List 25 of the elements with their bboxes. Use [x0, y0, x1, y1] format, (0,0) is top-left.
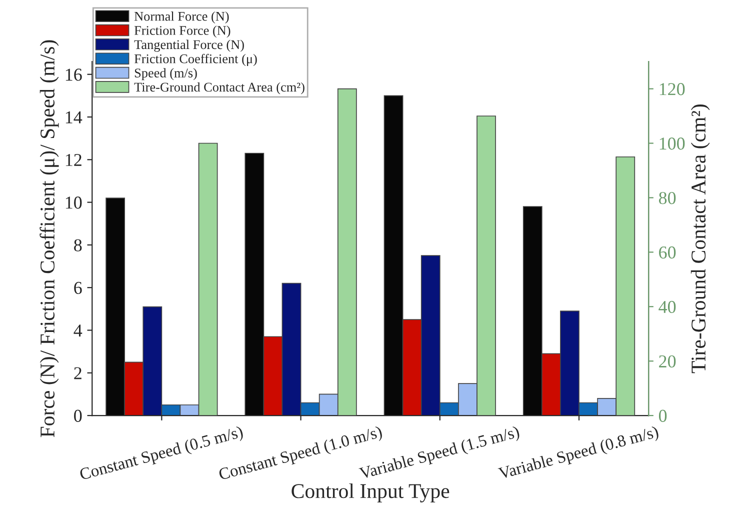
y-tick-label: 8 [74, 239, 82, 252]
y-tick-label: 2 [74, 367, 82, 380]
y2-tick-label: 120 [660, 83, 685, 96]
legend-label: Tangential Force (N) [134, 40, 244, 52]
y-axis-title: Force (N)/ Friction Coefficient (μ)/ Speed (m/s) [40, 40, 59, 438]
x-axis-title: Control Input Type [292, 483, 450, 502]
legend-label: Normal Force (N) [134, 11, 229, 24]
y-tick-label: 0 [74, 410, 82, 422]
y-tick-label: 14 [66, 111, 82, 124]
legend-label: Speed (m/s) [134, 68, 197, 80]
y2-tick-label: 40 [658, 300, 676, 314]
legend-label: Friction Coefficient (μ) [134, 54, 257, 66]
legend-label: Tire-Ground Contact Area (cm²) [134, 82, 304, 94]
y2-tick-label: 80 [658, 192, 676, 204]
y2-tick-label: 100 [660, 138, 685, 150]
legend-label: Friction Force (N) [134, 26, 230, 38]
y-tick-label: 12 [66, 154, 82, 166]
y2-tick-label: 20 [659, 355, 676, 368]
y-tick-label: 16 [66, 68, 82, 81]
y2-tick-label: 60 [659, 246, 676, 259]
y-tick-label: 6 [74, 282, 82, 294]
y-tick-label: 4 [74, 324, 82, 336]
y2-axis-title: Tire-Ground Contact Area (cm²) [690, 104, 710, 374]
y-tick-label: 10 [66, 196, 82, 209]
y2-tick-label: 0 [658, 410, 667, 422]
